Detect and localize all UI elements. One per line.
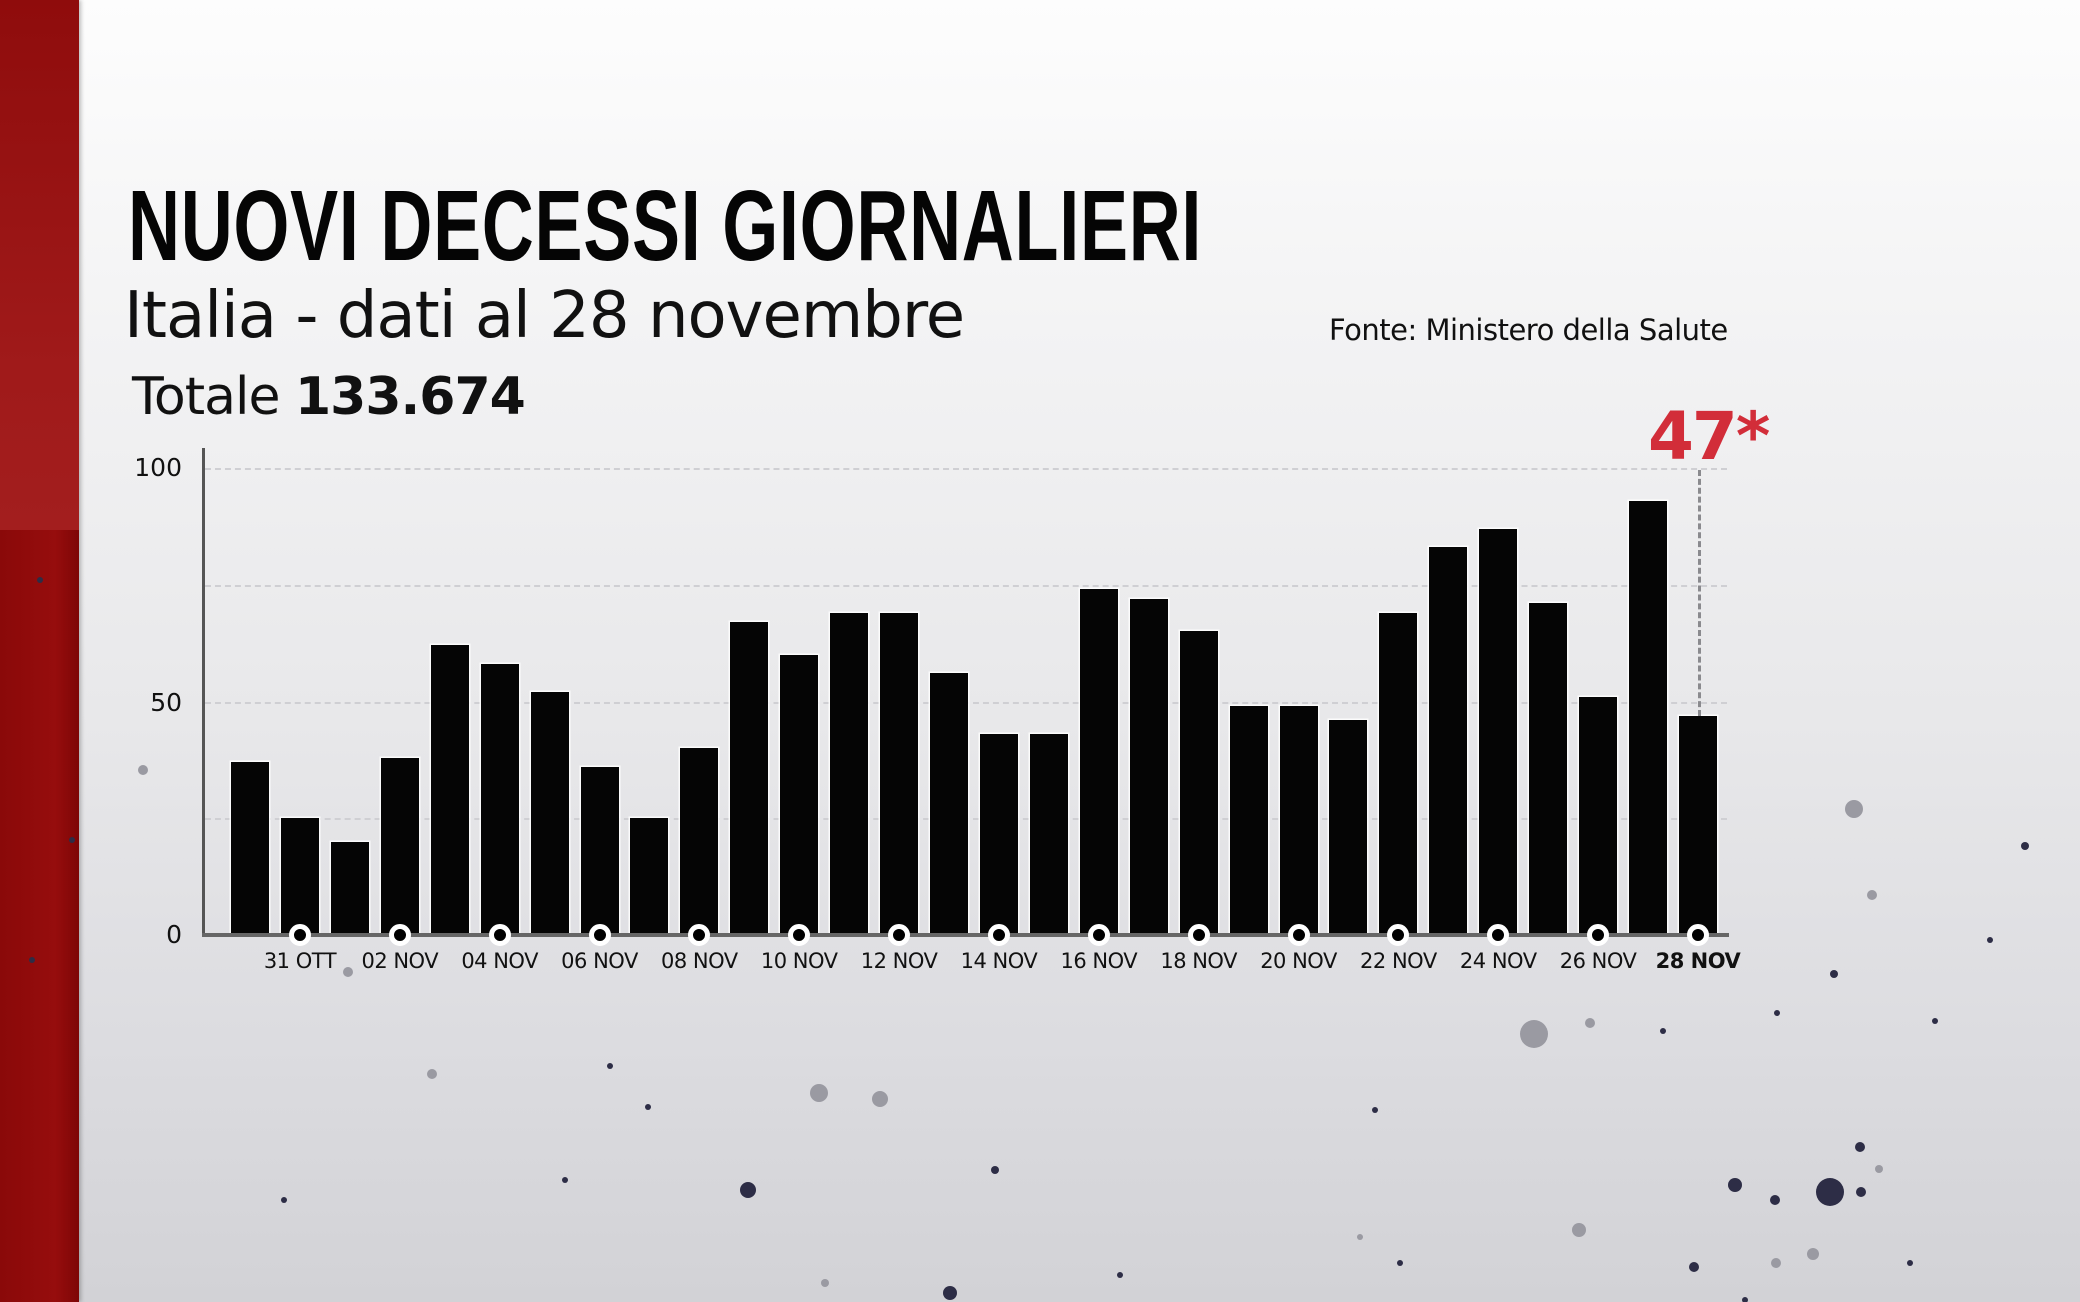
x-tick-marker xyxy=(588,924,611,946)
x-tick-label: 18 NOV xyxy=(1160,949,1237,973)
x-tick-label: 20 NOV xyxy=(1260,949,1337,973)
bar xyxy=(1079,589,1118,935)
total-label: Totale xyxy=(132,367,280,427)
gridline-100 xyxy=(205,468,1727,470)
x-tick-label: 04 NOV xyxy=(461,949,538,973)
brand-side-strip-band xyxy=(0,0,79,530)
y-tick-label-0: 0 xyxy=(166,920,182,949)
brand-side-strip xyxy=(0,0,79,1302)
bar xyxy=(630,818,669,935)
bar xyxy=(680,748,719,935)
bar xyxy=(930,673,969,935)
bar xyxy=(1329,720,1368,935)
x-tick-marker xyxy=(688,924,711,946)
bar xyxy=(480,664,519,935)
x-tick-label: 14 NOV xyxy=(960,949,1038,973)
chart-subtitle: Italia - dati al 28 novembre xyxy=(124,279,965,353)
bar xyxy=(1479,528,1518,935)
x-tick-marker xyxy=(488,924,511,946)
gridline-75 xyxy=(205,585,1727,587)
bar xyxy=(1179,631,1218,935)
highlight-value-label: 47* xyxy=(1648,398,1770,475)
bar xyxy=(730,622,769,935)
x-tick-marker xyxy=(1187,924,1210,946)
x-tick-label: 22 NOV xyxy=(1360,949,1437,973)
bar xyxy=(580,766,619,935)
x-tick-marker xyxy=(1487,924,1510,946)
x-tick-marker xyxy=(1686,924,1709,946)
x-tick-marker xyxy=(987,924,1010,946)
total-value: 133.674 xyxy=(294,367,526,427)
bar xyxy=(1379,612,1418,935)
bar xyxy=(979,734,1018,935)
x-tick-marker xyxy=(1087,924,1110,946)
x-tick-label: 31 OTT xyxy=(263,949,337,973)
x-tick-label: 02 NOV xyxy=(361,949,439,973)
chart-title: NUOVI DECESSI GIORNALIERI xyxy=(128,170,1203,282)
bar xyxy=(1678,715,1717,935)
bar xyxy=(780,654,819,935)
bar xyxy=(280,818,319,935)
y-tick-label-50: 50 xyxy=(150,688,182,717)
source-credit: Fonte: Ministero della Salute xyxy=(1329,313,1728,347)
x-tick-marker xyxy=(888,924,911,946)
x-tick-label: 06 NOV xyxy=(561,949,638,973)
x-tick-label: 10 NOV xyxy=(760,949,838,973)
x-axis xyxy=(202,933,1729,937)
bar xyxy=(1579,696,1618,935)
y-tick-label-100: 100 xyxy=(134,453,182,482)
bar xyxy=(1129,598,1168,935)
bar xyxy=(231,762,269,935)
x-tick-marker xyxy=(288,924,311,946)
bar xyxy=(880,612,919,935)
x-tick-marker xyxy=(1387,924,1410,946)
bar xyxy=(330,841,369,935)
x-tick-marker xyxy=(788,924,811,946)
x-tick-label: 24 NOV xyxy=(1459,949,1537,973)
bar xyxy=(430,645,469,935)
x-tick-label: 16 NOV xyxy=(1060,949,1138,973)
bar xyxy=(1279,706,1318,935)
bar xyxy=(1229,706,1268,935)
total-line: Totale 133.674 xyxy=(132,366,526,428)
x-tick-marker xyxy=(1587,924,1610,946)
x-tick-marker xyxy=(388,924,411,946)
bar xyxy=(830,612,869,935)
y-axis xyxy=(202,448,205,937)
bar xyxy=(380,757,419,935)
x-tick-label: 28 NOV xyxy=(1655,949,1741,973)
bar xyxy=(1029,734,1068,935)
x-tick-label: 12 NOV xyxy=(860,949,938,973)
x-tick-label: 08 NOV xyxy=(661,949,738,973)
x-tick-label: 26 NOV xyxy=(1559,949,1637,973)
bar xyxy=(530,692,569,935)
x-tick-marker xyxy=(1287,924,1310,946)
highlight-dashed-line xyxy=(1698,470,1701,716)
bar xyxy=(1529,603,1568,935)
bar xyxy=(1429,547,1468,935)
bar xyxy=(1629,500,1668,935)
